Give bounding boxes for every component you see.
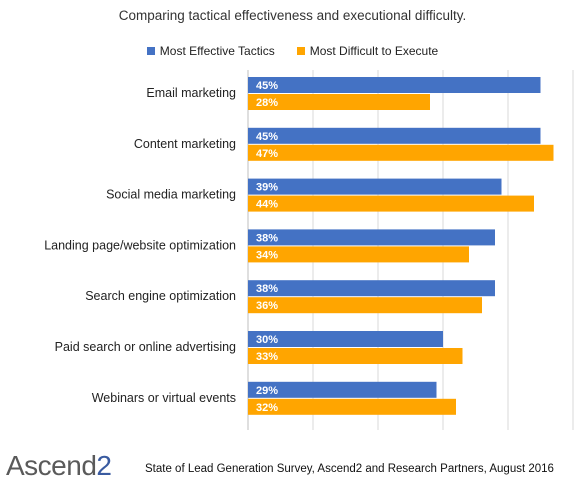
bar-most-effective: [248, 331, 443, 347]
ascend2-logo: Ascend2: [6, 450, 112, 482]
category-label: Search engine optimization: [85, 289, 236, 303]
legend-label-effective: Most Effective Tactics: [159, 44, 275, 58]
chart-title: Comparing tactical effectiveness and exe…: [118, 8, 467, 23]
logo-accent: 2: [96, 450, 112, 481]
bars: 45% 28% 45% 47% 39% 44% 38% 34% 38% 36% 30% 33% 29% 3…: [248, 77, 554, 415]
data-label: 28%: [256, 97, 278, 109]
bar-most-effective: [248, 280, 495, 297]
data-label: 45%: [256, 131, 278, 143]
bar-most-difficult: [248, 398, 456, 415]
category-labels: Email marketing Content marketing Social m…: [44, 86, 236, 405]
bar-most-difficult: [248, 144, 554, 161]
category-label: Content marketing: [134, 137, 236, 151]
data-label: 34%: [256, 249, 278, 261]
category-label: Webinars or virtual events: [92, 391, 236, 405]
category-label: Paid search or online advertising: [55, 340, 236, 354]
bar-most-difficult: [248, 94, 430, 110]
legend-item-difficult: Most Difficult to Execute: [296, 44, 439, 58]
legend-item-effective: Most Effective Tactics: [146, 44, 275, 58]
bar-most-effective: [248, 381, 437, 398]
data-label: 44%: [256, 199, 278, 211]
data-label: 33%: [256, 351, 278, 363]
bar-most-difficult: [248, 195, 534, 212]
data-label: 39%: [256, 182, 278, 194]
category-label: Email marketing: [146, 86, 236, 100]
data-label: 36%: [256, 300, 278, 312]
bar-most-effective: [248, 77, 541, 93]
data-label: 30%: [256, 334, 278, 346]
source-note: State of Lead Generation Survey, Ascend2…: [145, 463, 554, 475]
bar-most-difficult: [248, 348, 463, 364]
bar-most-effective: [248, 178, 502, 195]
category-label: Landing page/website optimization: [44, 238, 236, 252]
bar-most-effective: [248, 127, 541, 144]
legend-label-difficult: Most Difficult to Execute: [309, 44, 439, 58]
data-label: 32%: [256, 402, 278, 414]
bar-most-difficult: [248, 297, 482, 314]
category-label: Social media marketing: [106, 188, 236, 202]
bar-most-effective: [248, 229, 495, 246]
data-label: 45%: [256, 80, 278, 92]
data-label: 38%: [256, 232, 278, 244]
legend-swatch-effective: [146, 47, 155, 55]
data-label: 47%: [256, 148, 278, 160]
legend-swatch-difficult: [296, 47, 305, 55]
data-label: 38%: [256, 283, 278, 295]
chart-legend: Most Effective Tactics Most Difficult to…: [0, 44, 585, 58]
logo-text: Ascend: [6, 450, 97, 481]
data-label: 29%: [256, 385, 278, 397]
bar-most-difficult: [248, 246, 469, 263]
